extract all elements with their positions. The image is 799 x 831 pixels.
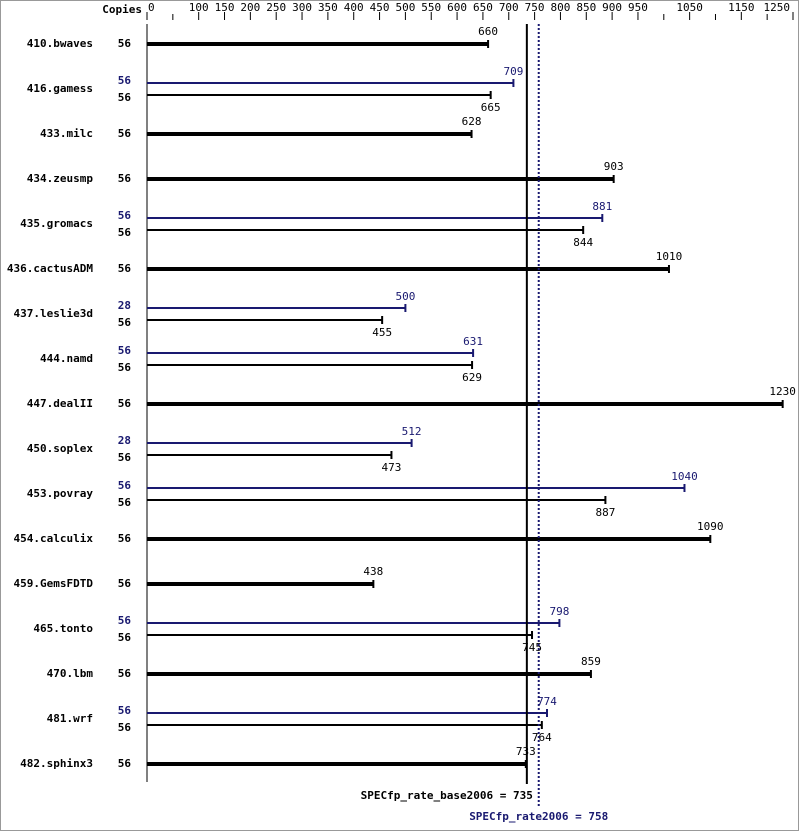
category-label: 454.calculix	[14, 532, 94, 545]
reference-label: SPECfp_rate_base2006 = 735	[361, 789, 533, 802]
copies: 56	[118, 532, 132, 545]
copies: 56	[118, 451, 132, 464]
value-label: 887	[595, 506, 615, 519]
value-label: 859	[581, 655, 601, 668]
copies: 56	[118, 316, 132, 329]
value-label: 798	[549, 605, 569, 618]
category-label: 434.zeusmp	[27, 172, 94, 185]
copies: 56	[118, 37, 132, 50]
value-label: 631	[463, 335, 483, 348]
copies: 56	[118, 704, 132, 717]
value-label: 774	[537, 695, 557, 708]
copies: 56	[118, 74, 132, 87]
reference-label: SPECfp_rate2006 = 758	[469, 810, 608, 823]
x-tick-label: 300	[292, 1, 312, 14]
value-label: 709	[503, 65, 523, 78]
category-label: 465.tonto	[33, 622, 93, 635]
category-label: 416.gamess	[27, 82, 93, 95]
value-label: 1040	[671, 470, 698, 483]
copies: 56	[118, 209, 132, 222]
category-label: 453.povray	[27, 487, 94, 500]
category-label: 447.dealII	[27, 397, 93, 410]
x-tick-label: 1150	[728, 1, 755, 14]
x-tick-label: 850	[576, 1, 596, 14]
value-label: 455	[372, 326, 392, 339]
value-label: 1010	[656, 250, 683, 263]
copies: 56	[118, 496, 132, 509]
value-label: 628	[462, 115, 482, 128]
x-tick-label: 700	[499, 1, 519, 14]
category-label: 459.GemsFDTD	[14, 577, 94, 590]
x-tick-label: 650	[473, 1, 493, 14]
x-tick-label: 900	[602, 1, 622, 14]
x-tick-label: 600	[447, 1, 467, 14]
category-label: 436.cactusADM	[7, 262, 93, 275]
x-tick-label: 250	[266, 1, 286, 14]
x-tick-label: 150	[215, 1, 235, 14]
value-label: 764	[532, 731, 552, 744]
x-tick-label: 1250	[764, 1, 791, 14]
x-tick-label: 800	[551, 1, 571, 14]
x-tick-label: 400	[344, 1, 364, 14]
x-tick-label: 0	[148, 1, 155, 14]
copies: 56	[118, 721, 132, 734]
x-tick-label: 350	[318, 1, 338, 14]
x-tick-label: 200	[240, 1, 260, 14]
copies-header: Copies	[102, 3, 142, 16]
category-label: 481.wrf	[47, 712, 93, 725]
copies: 28	[118, 299, 131, 312]
copies: 28	[118, 434, 131, 447]
value-label: 844	[573, 236, 593, 249]
value-label: 1230	[769, 385, 796, 398]
value-label: 629	[462, 371, 482, 384]
copies: 56	[118, 262, 132, 275]
copies: 56	[118, 631, 132, 644]
copies: 56	[118, 91, 132, 104]
value-label: 903	[604, 160, 624, 173]
value-label: 660	[478, 25, 498, 38]
x-tick-label: 500	[395, 1, 415, 14]
copies: 56	[118, 344, 132, 357]
value-label: 733	[516, 745, 536, 758]
x-tick-label: 450	[370, 1, 390, 14]
x-tick-label: 550	[421, 1, 441, 14]
category-label: 470.lbm	[47, 667, 94, 680]
copies: 56	[118, 172, 132, 185]
value-label: 881	[592, 200, 612, 213]
copies: 56	[118, 226, 132, 239]
category-label: 450.soplex	[27, 442, 94, 455]
x-tick-label: 750	[525, 1, 545, 14]
copies: 56	[118, 757, 132, 770]
value-label: 665	[481, 101, 501, 114]
value-label: 473	[382, 461, 402, 474]
value-label: 500	[395, 290, 415, 303]
category-label: 433.milc	[40, 127, 93, 140]
category-label: 482.sphinx3	[20, 757, 93, 770]
value-label: 438	[363, 565, 383, 578]
category-label: 435.gromacs	[20, 217, 93, 230]
copies: 56	[118, 361, 132, 374]
copies: 56	[118, 667, 132, 680]
copies: 56	[118, 397, 132, 410]
x-tick-label: 1050	[676, 1, 703, 14]
x-tick-label: 950	[628, 1, 648, 14]
category-label: 444.namd	[40, 352, 93, 365]
x-tick-label: 100	[189, 1, 209, 14]
category-label: 410.bwaves	[27, 37, 93, 50]
value-label: 1090	[697, 520, 724, 533]
copies: 56	[118, 127, 132, 140]
copies: 56	[118, 577, 132, 590]
copies: 56	[118, 614, 132, 627]
category-label: 437.leslie3d	[14, 307, 93, 320]
value-label: 512	[402, 425, 422, 438]
copies: 56	[118, 479, 132, 492]
